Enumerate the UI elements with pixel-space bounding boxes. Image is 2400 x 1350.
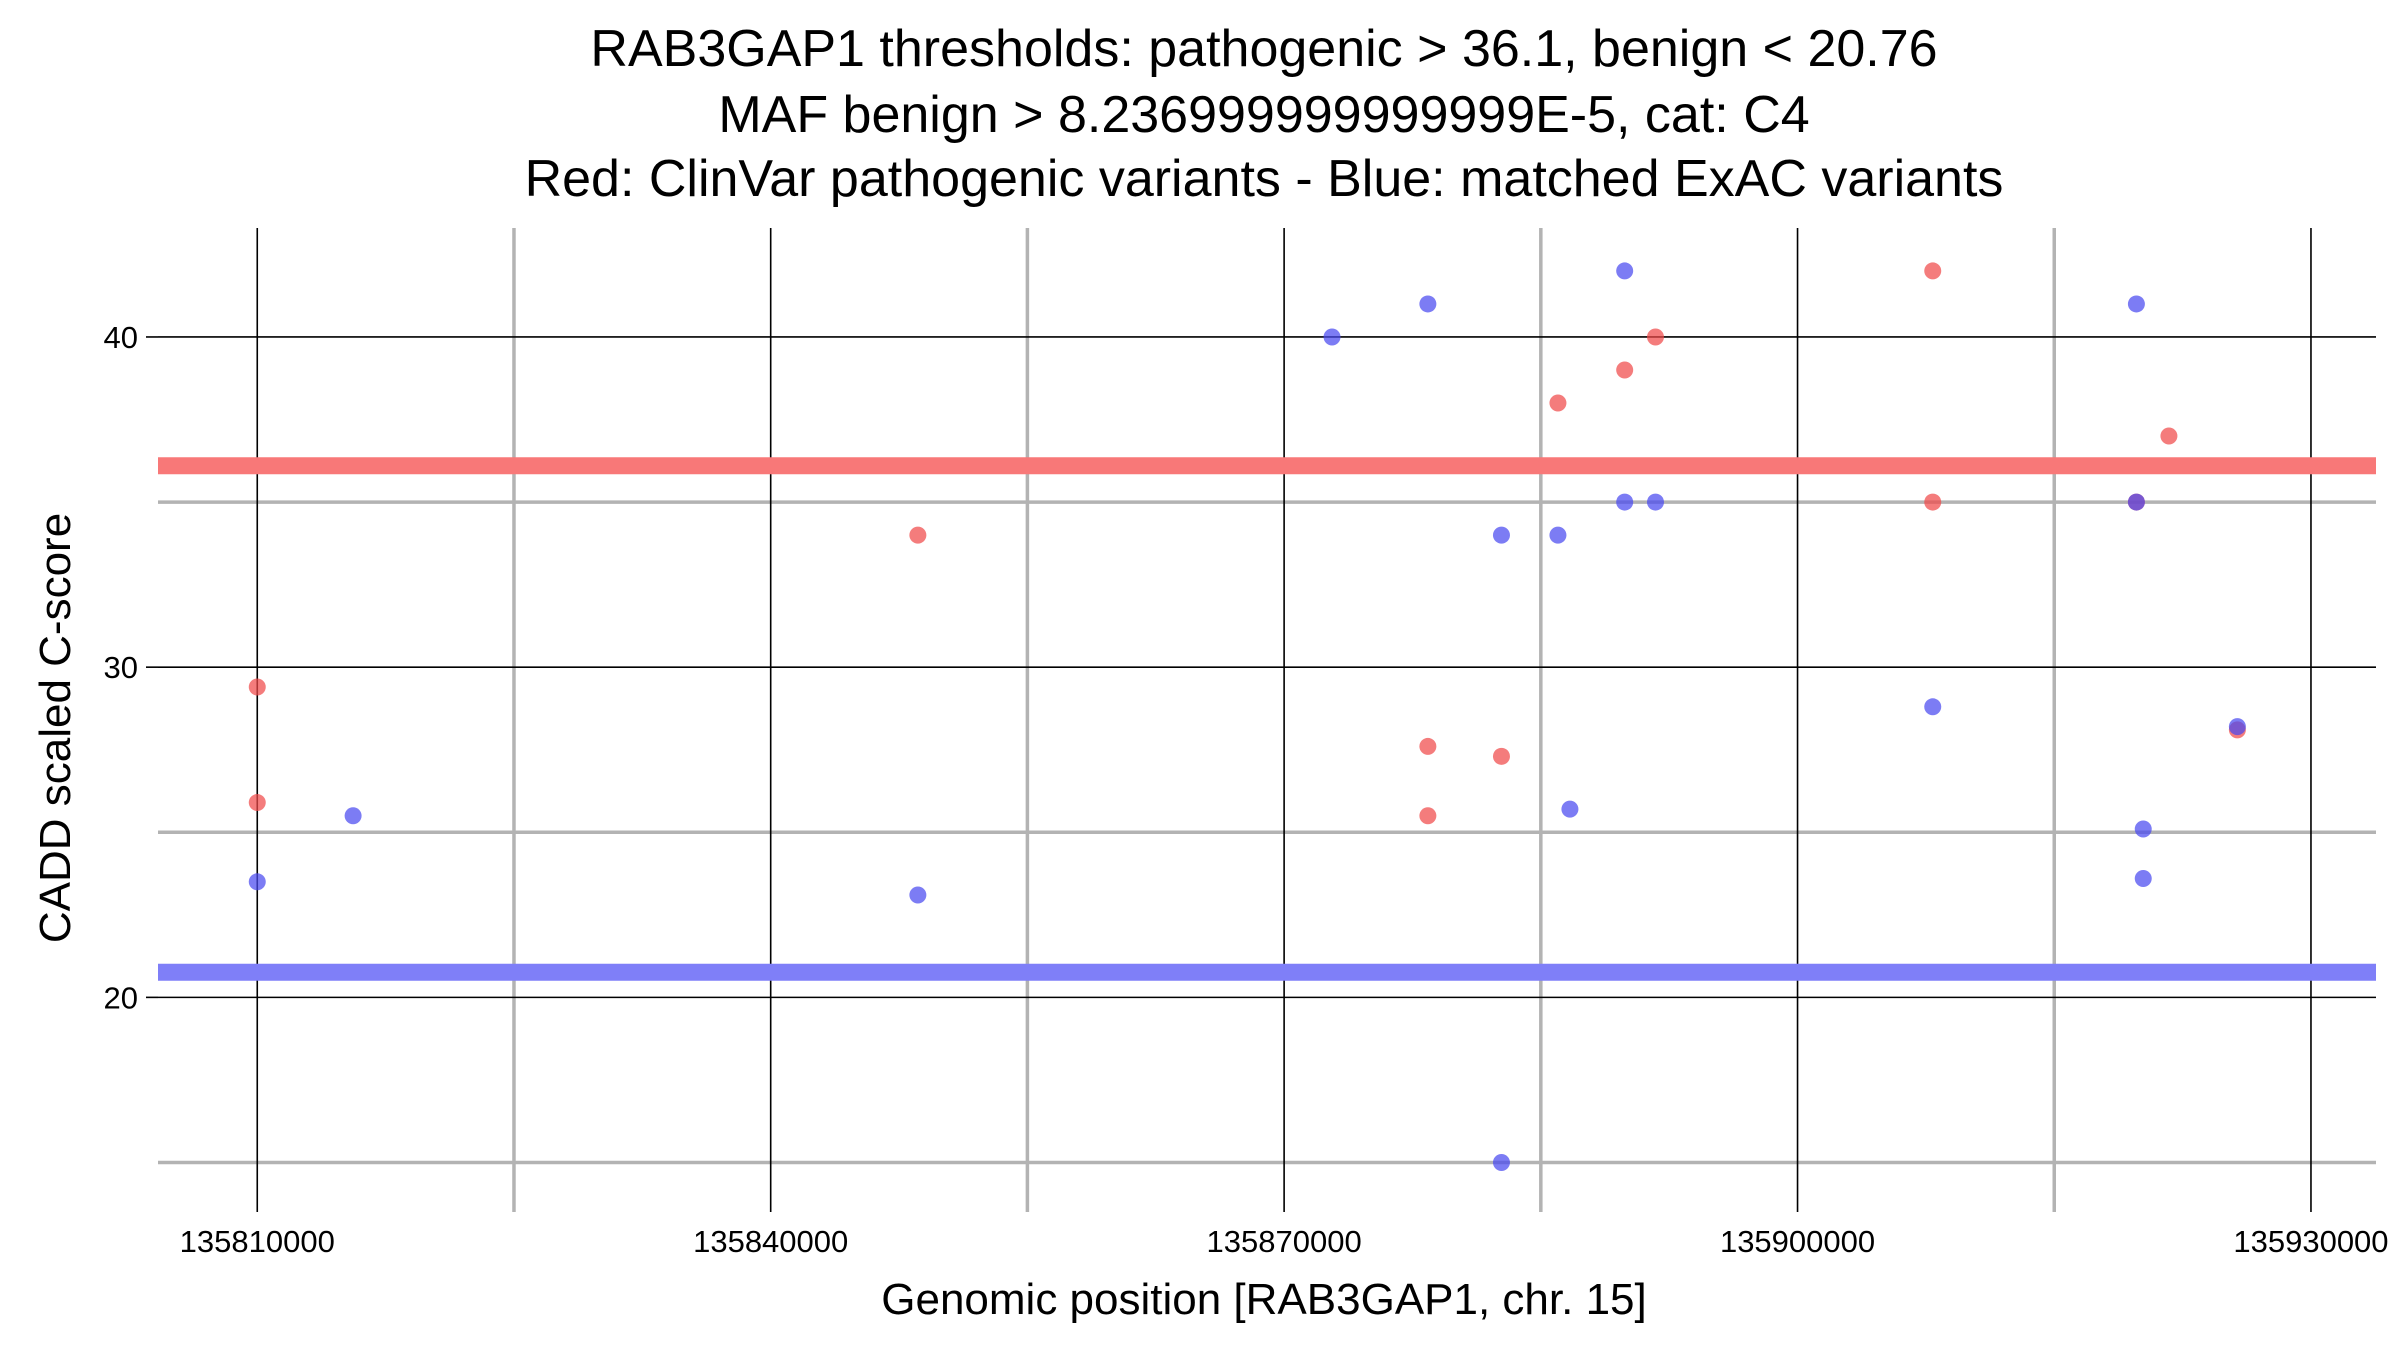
y-tick-label: 20 [104,980,138,1015]
series-1-point [2228,718,2246,736]
data-points [248,262,2246,1171]
series-1-point [1492,526,1510,544]
series-0-point [1924,493,1942,511]
chart-title: RAB3GAP1 thresholds: pathogenic > 36.1, … [525,20,2004,208]
series-1-point [1323,328,1341,346]
minor-gridlines [158,228,2376,1212]
y-tick-label: 30 [104,650,138,685]
series-1-point [2127,493,2145,511]
y-axis-label: CADD scaled C-score [31,513,80,943]
y-tick-label: 40 [104,320,138,355]
series-0-point [2160,427,2178,445]
series-1-point [1561,800,1579,818]
series-0-point [1616,361,1634,379]
series-0-point [1646,328,1664,346]
y-axis-ticks: 20 30 40 [104,320,158,1015]
series-1-point [1419,295,1437,313]
series-0-point [248,794,266,812]
x-axis-label: Genomic position [RAB3GAP1, chr. 15] [881,1275,1647,1324]
x-tick-label: 135870000 [1207,1224,1362,1259]
series-0-point [248,678,266,696]
major-gridlines [158,228,2376,1212]
series-1-point [1924,698,1942,716]
series-0-point [1924,262,1942,280]
series-0-point [1419,807,1437,825]
x-axis-ticks: 135810000 135840000 135870000 135900000 1359… [180,1224,2389,1259]
x-tick-label: 135840000 [693,1224,848,1259]
title-line-2: MAF benign > 8.236999999999999E-5, cat: … [718,86,1809,144]
series-1-point [2134,820,2152,838]
series-0-point [909,526,927,544]
series-1-point [1646,493,1664,511]
series-1-point [2127,295,2145,313]
title-line-1: RAB3GAP1 thresholds: pathogenic > 36.1, … [590,20,1937,78]
series-1-point [909,886,927,904]
x-tick-label: 135810000 [180,1224,335,1259]
series-1-point [1616,493,1634,511]
series-1-point [1492,1153,1510,1171]
threshold-lines [158,457,2376,981]
series-0-point [1549,394,1567,412]
series-1-point [344,807,362,825]
series-1-point [2134,869,2152,887]
series-1-point [1616,262,1634,280]
series-0-point [1492,747,1510,765]
series-0-point [1419,737,1437,755]
title-line-3: Red: ClinVar pathogenic variants - Blue:… [525,150,2004,208]
series-1-point [248,873,266,891]
x-tick-label: 135930000 [2233,1224,2388,1259]
x-tick-label: 135900000 [1720,1224,1875,1259]
series-1-point [1549,526,1567,544]
